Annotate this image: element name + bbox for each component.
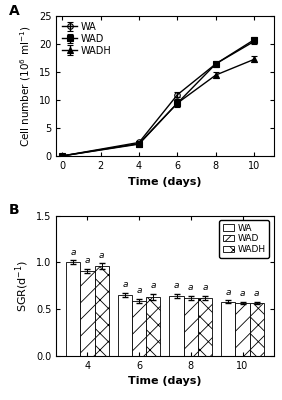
Bar bbox=[250, 303, 264, 356]
Text: a: a bbox=[226, 288, 231, 296]
Bar bbox=[118, 295, 132, 356]
Legend: WA, WAD, WADH: WA, WAD, WADH bbox=[61, 21, 113, 57]
Text: a: a bbox=[136, 286, 142, 295]
Bar bbox=[198, 298, 212, 356]
Text: a: a bbox=[122, 280, 128, 290]
Bar bbox=[94, 266, 109, 356]
Text: A: A bbox=[9, 4, 19, 18]
Bar bbox=[235, 303, 250, 356]
Text: a: a bbox=[188, 283, 193, 292]
Text: a: a bbox=[174, 282, 179, 290]
Text: a: a bbox=[254, 289, 259, 298]
Bar bbox=[184, 298, 198, 356]
Y-axis label: SGR(d$^{-1}$): SGR(d$^{-1}$) bbox=[13, 260, 31, 312]
Text: a: a bbox=[240, 289, 245, 298]
Legend: WA, WAD, WADH: WA, WAD, WADH bbox=[219, 220, 269, 258]
X-axis label: Time (days): Time (days) bbox=[128, 177, 202, 187]
Bar bbox=[132, 301, 146, 356]
Text: a: a bbox=[99, 250, 104, 260]
Bar bbox=[66, 262, 80, 356]
X-axis label: Time (days): Time (days) bbox=[128, 376, 202, 386]
Text: a: a bbox=[151, 282, 156, 290]
Bar bbox=[80, 271, 94, 356]
Bar bbox=[146, 297, 160, 356]
Text: B: B bbox=[9, 203, 19, 217]
Text: a: a bbox=[70, 248, 76, 257]
Bar bbox=[169, 296, 184, 356]
Y-axis label: Cell number (10$^6$ ml$^{-1}$): Cell number (10$^6$ ml$^{-1}$) bbox=[19, 26, 34, 147]
Text: a: a bbox=[85, 256, 90, 265]
Bar bbox=[221, 302, 235, 356]
Text: a: a bbox=[202, 283, 208, 292]
